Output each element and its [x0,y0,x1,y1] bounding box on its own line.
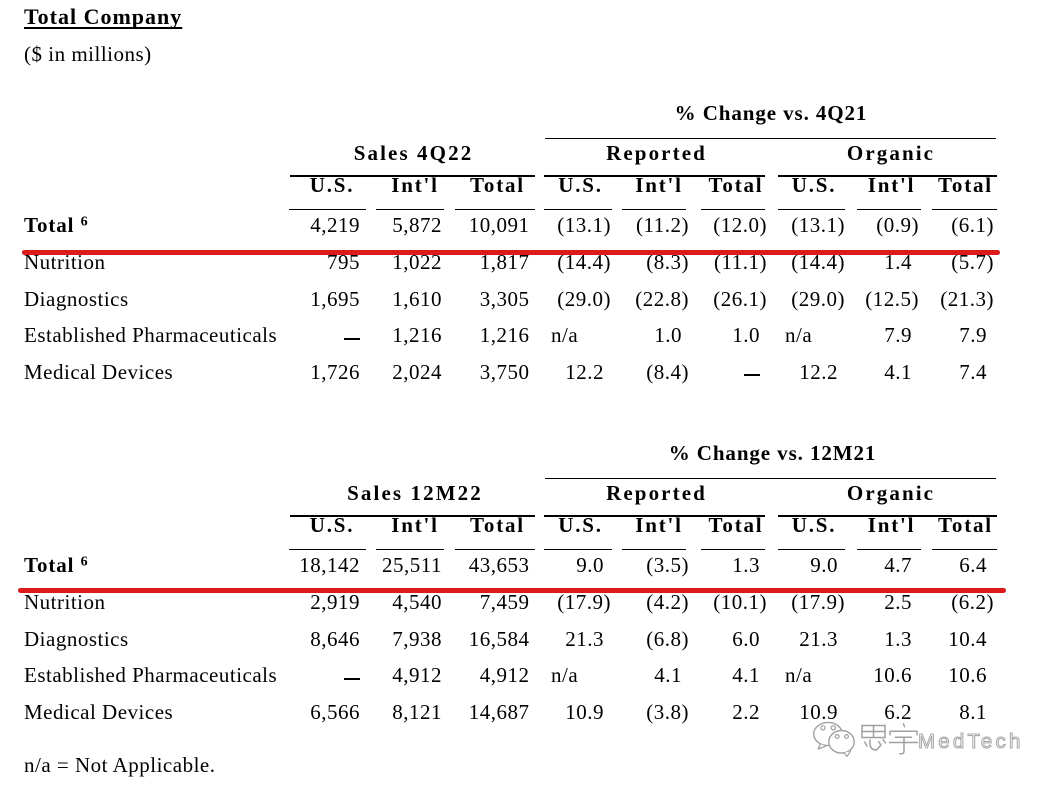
svg-text:MedTech: MedTech [918,730,1024,753]
